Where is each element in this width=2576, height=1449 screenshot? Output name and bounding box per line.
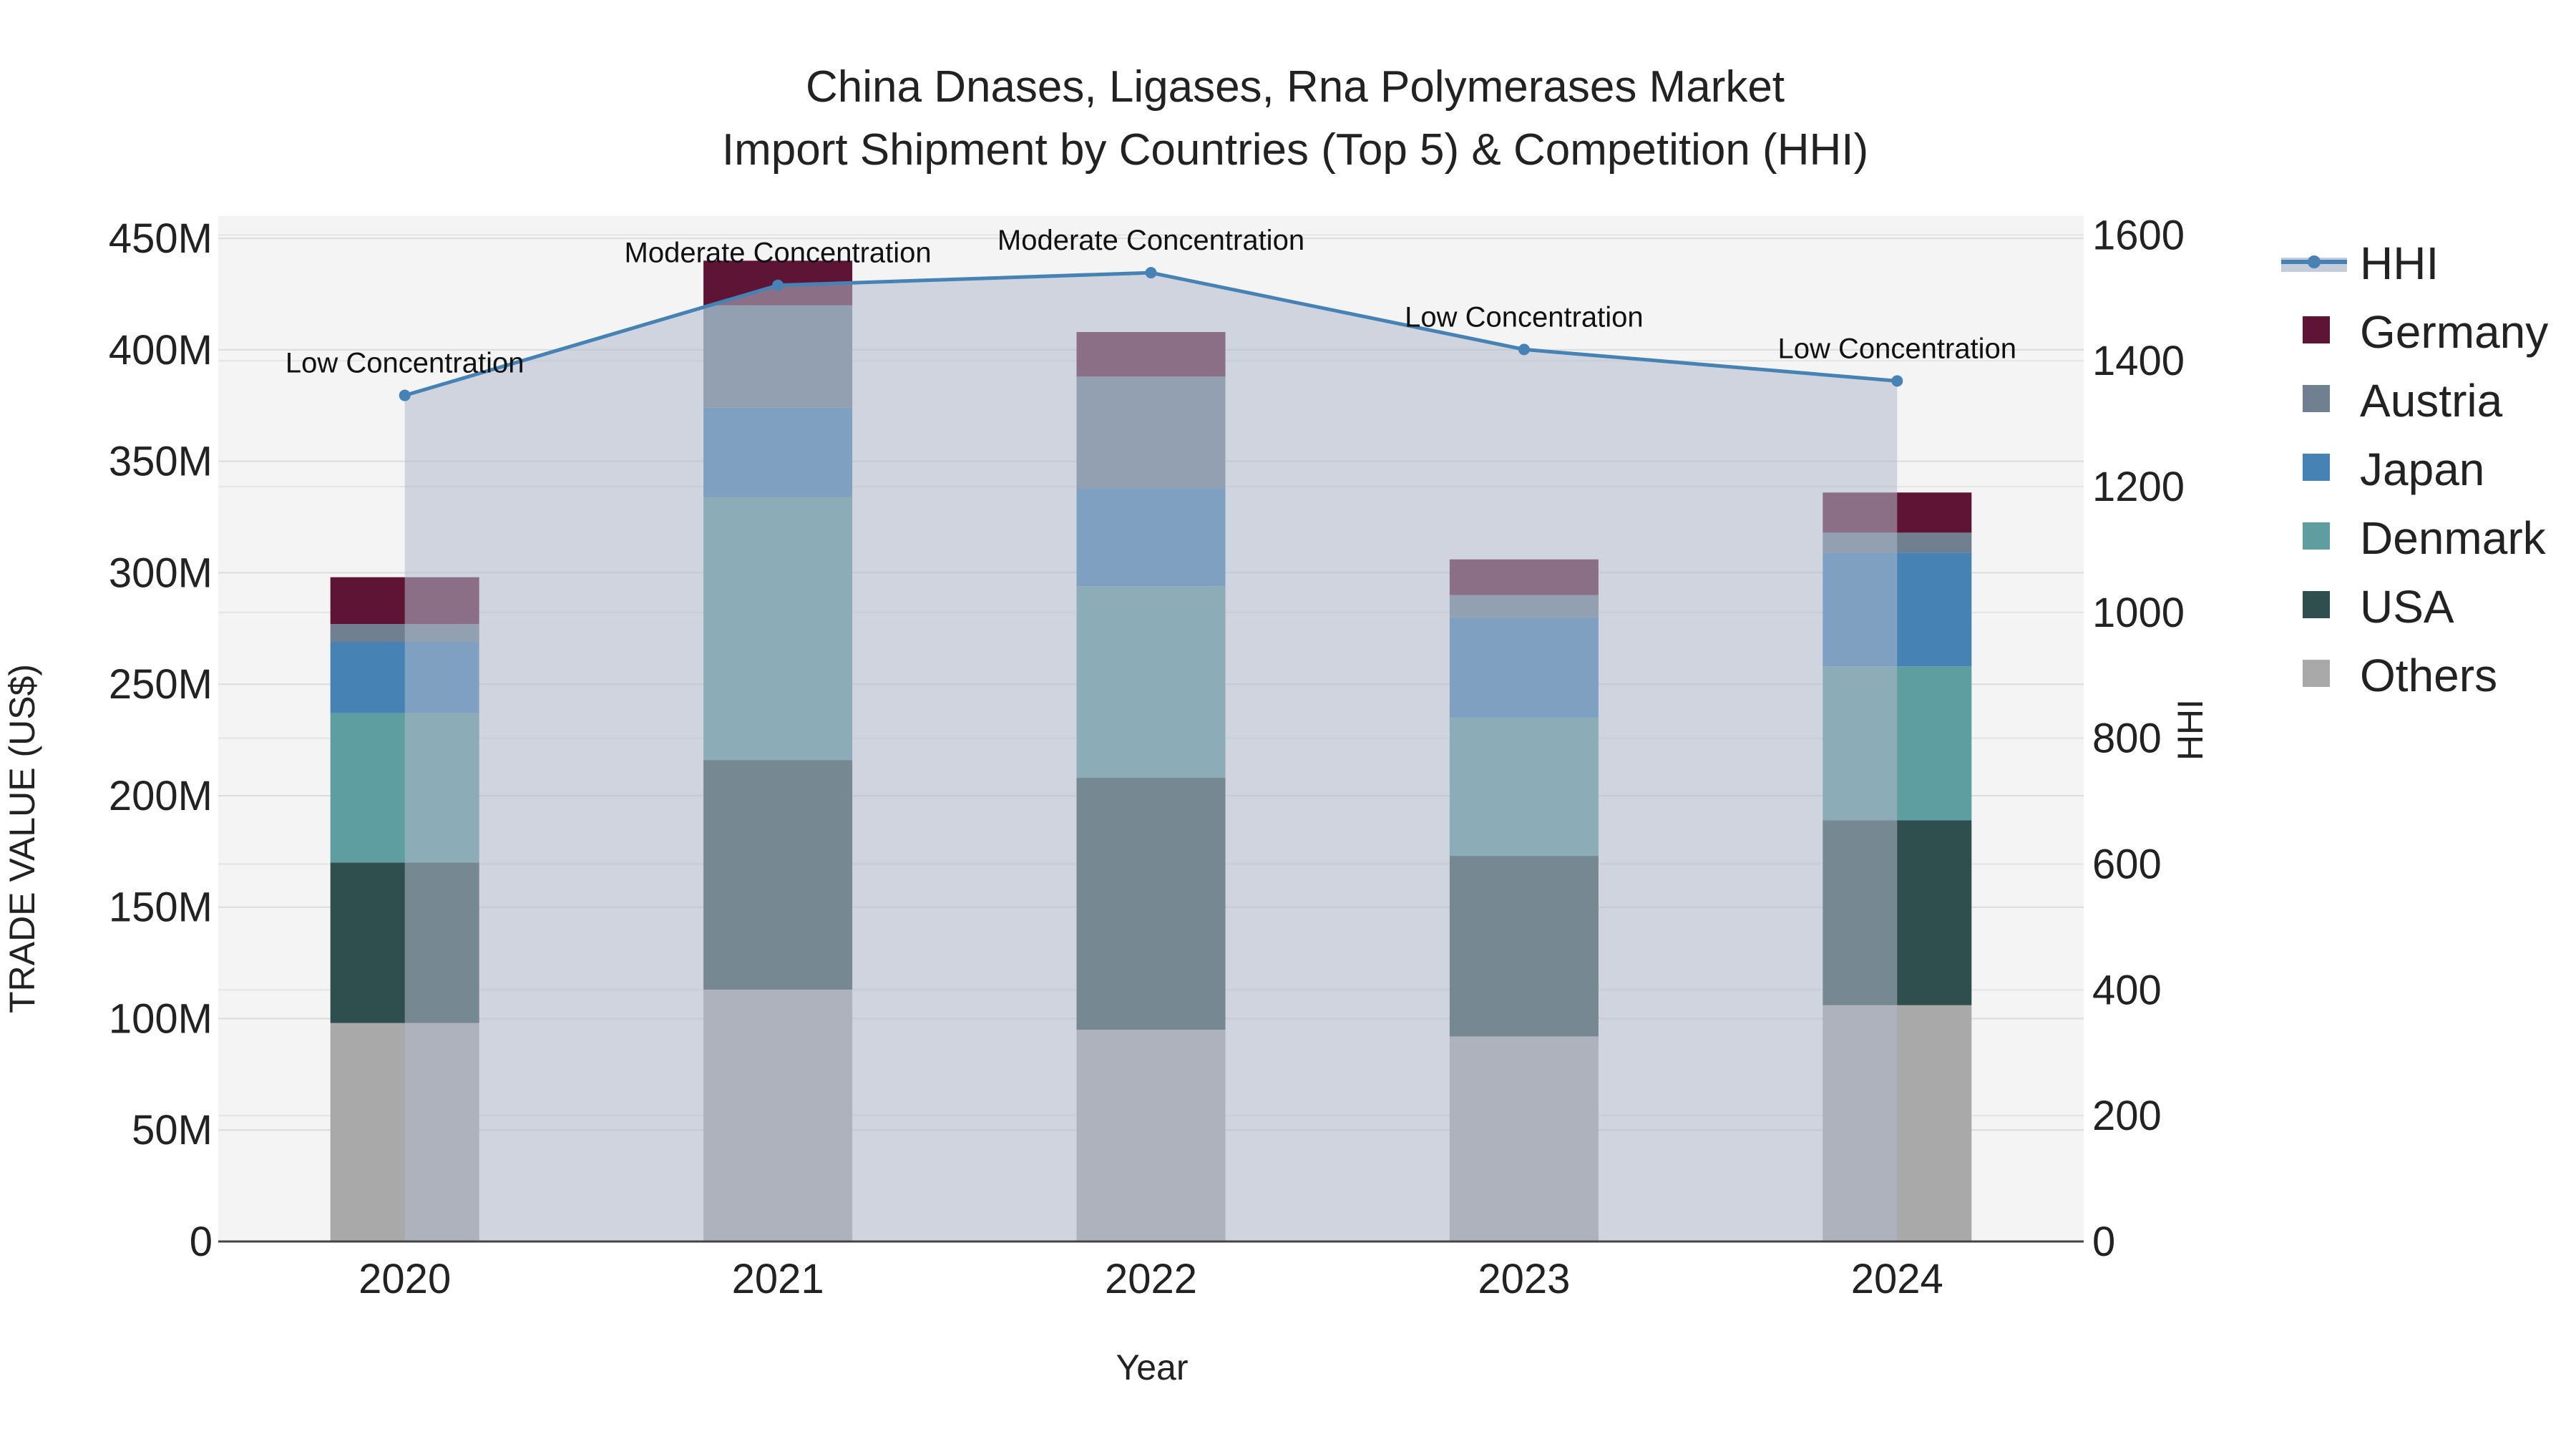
legend-swatch-hhi-marker [2308, 255, 2321, 268]
legend-swatch-austria [2303, 385, 2330, 412]
legend-label-others: Others [2360, 650, 2497, 701]
legend-swatch-usa [2303, 591, 2330, 618]
hhi-point-2022 [1145, 267, 1157, 279]
y-tick-label: 400M [109, 327, 213, 374]
y2-tick-label: 600 [2092, 841, 2162, 888]
x-tick-label-2021: 2021 [732, 1256, 824, 1302]
legend-label-denmark: Denmark [2360, 512, 2547, 564]
x-tick-label-2022: 2022 [1105, 1256, 1197, 1302]
y2-tick-label: 800 [2092, 716, 2162, 762]
y-tick-label: 300M [109, 550, 213, 596]
y-tick-label: 50M [132, 1107, 213, 1153]
y2-axis-title: HHI [2170, 699, 2210, 761]
hhi-point-2021 [772, 279, 784, 291]
x-axis-title: Year [1116, 1347, 1188, 1387]
legend-label-germany: Germany [2360, 306, 2548, 358]
legend-swatch-others [2303, 660, 2330, 687]
legend-swatch-denmark [2303, 522, 2330, 550]
y-tick-label: 250M [109, 661, 213, 708]
y2-tick-label: 400 [2092, 967, 2162, 1013]
legend-swatch-japan [2303, 454, 2330, 481]
x-tick-label-2020: 2020 [358, 1256, 451, 1302]
hhi-annotation-2024: Low Concentration [1778, 333, 2017, 364]
y-tick-label: 350M [109, 439, 213, 485]
y-tick-label: 200M [109, 773, 213, 819]
legend-label-austria: Austria [2360, 375, 2503, 426]
y2-tick-label: 200 [2092, 1093, 2162, 1139]
plot-layer: Low Concentration Moderate Concentration M… [109, 212, 2185, 1302]
y2-tick-label: 0 [2092, 1219, 2115, 1265]
y2-tick-label: 1200 [2092, 464, 2185, 510]
y-tick-label: 0 [190, 1219, 213, 1265]
x-tick-label-2024: 2024 [1851, 1256, 1943, 1302]
hhi-area [404, 273, 1898, 1242]
y-axis-title: TRADE VALUE (US$) [2, 664, 42, 1013]
x-tick-label-2023: 2023 [1478, 1256, 1570, 1302]
y2-tick-label: 1600 [2092, 212, 2185, 258]
hhi-point-2024 [1891, 375, 1903, 387]
legend-label-usa: USA [2360, 581, 2454, 633]
hhi-annotation-2022: Moderate Concentration [997, 225, 1304, 256]
y-tick-label: 450M [109, 215, 213, 262]
chart-title-line2: Import Shipment by Countries (Top 5) & C… [722, 125, 1868, 175]
legend-label-japan: Japan [2360, 444, 2484, 495]
y2-tick-label: 1000 [2092, 590, 2185, 636]
y-tick-label: 150M [109, 884, 213, 931]
legend-swatch-germany [2303, 316, 2330, 343]
legend: HHI Germany Austria Japan Denmark USA Others [2281, 238, 2548, 701]
legend-label-hhi: HHI [2360, 238, 2439, 289]
hhi-annotation-2021: Moderate Concentration [625, 238, 932, 269]
chart-title-line1: China Dnases, Ligases, Rna Polymerases M… [806, 62, 1785, 112]
hhi-point-2023 [1518, 343, 1530, 356]
hhi-annotation-2020: Low Concentration [286, 348, 525, 379]
y-tick-label: 100M [109, 995, 213, 1042]
hhi-annotation-2023: Low Concentration [1405, 301, 1644, 333]
hhi-point-2020 [399, 389, 411, 401]
y2-tick-label: 1400 [2092, 338, 2185, 384]
